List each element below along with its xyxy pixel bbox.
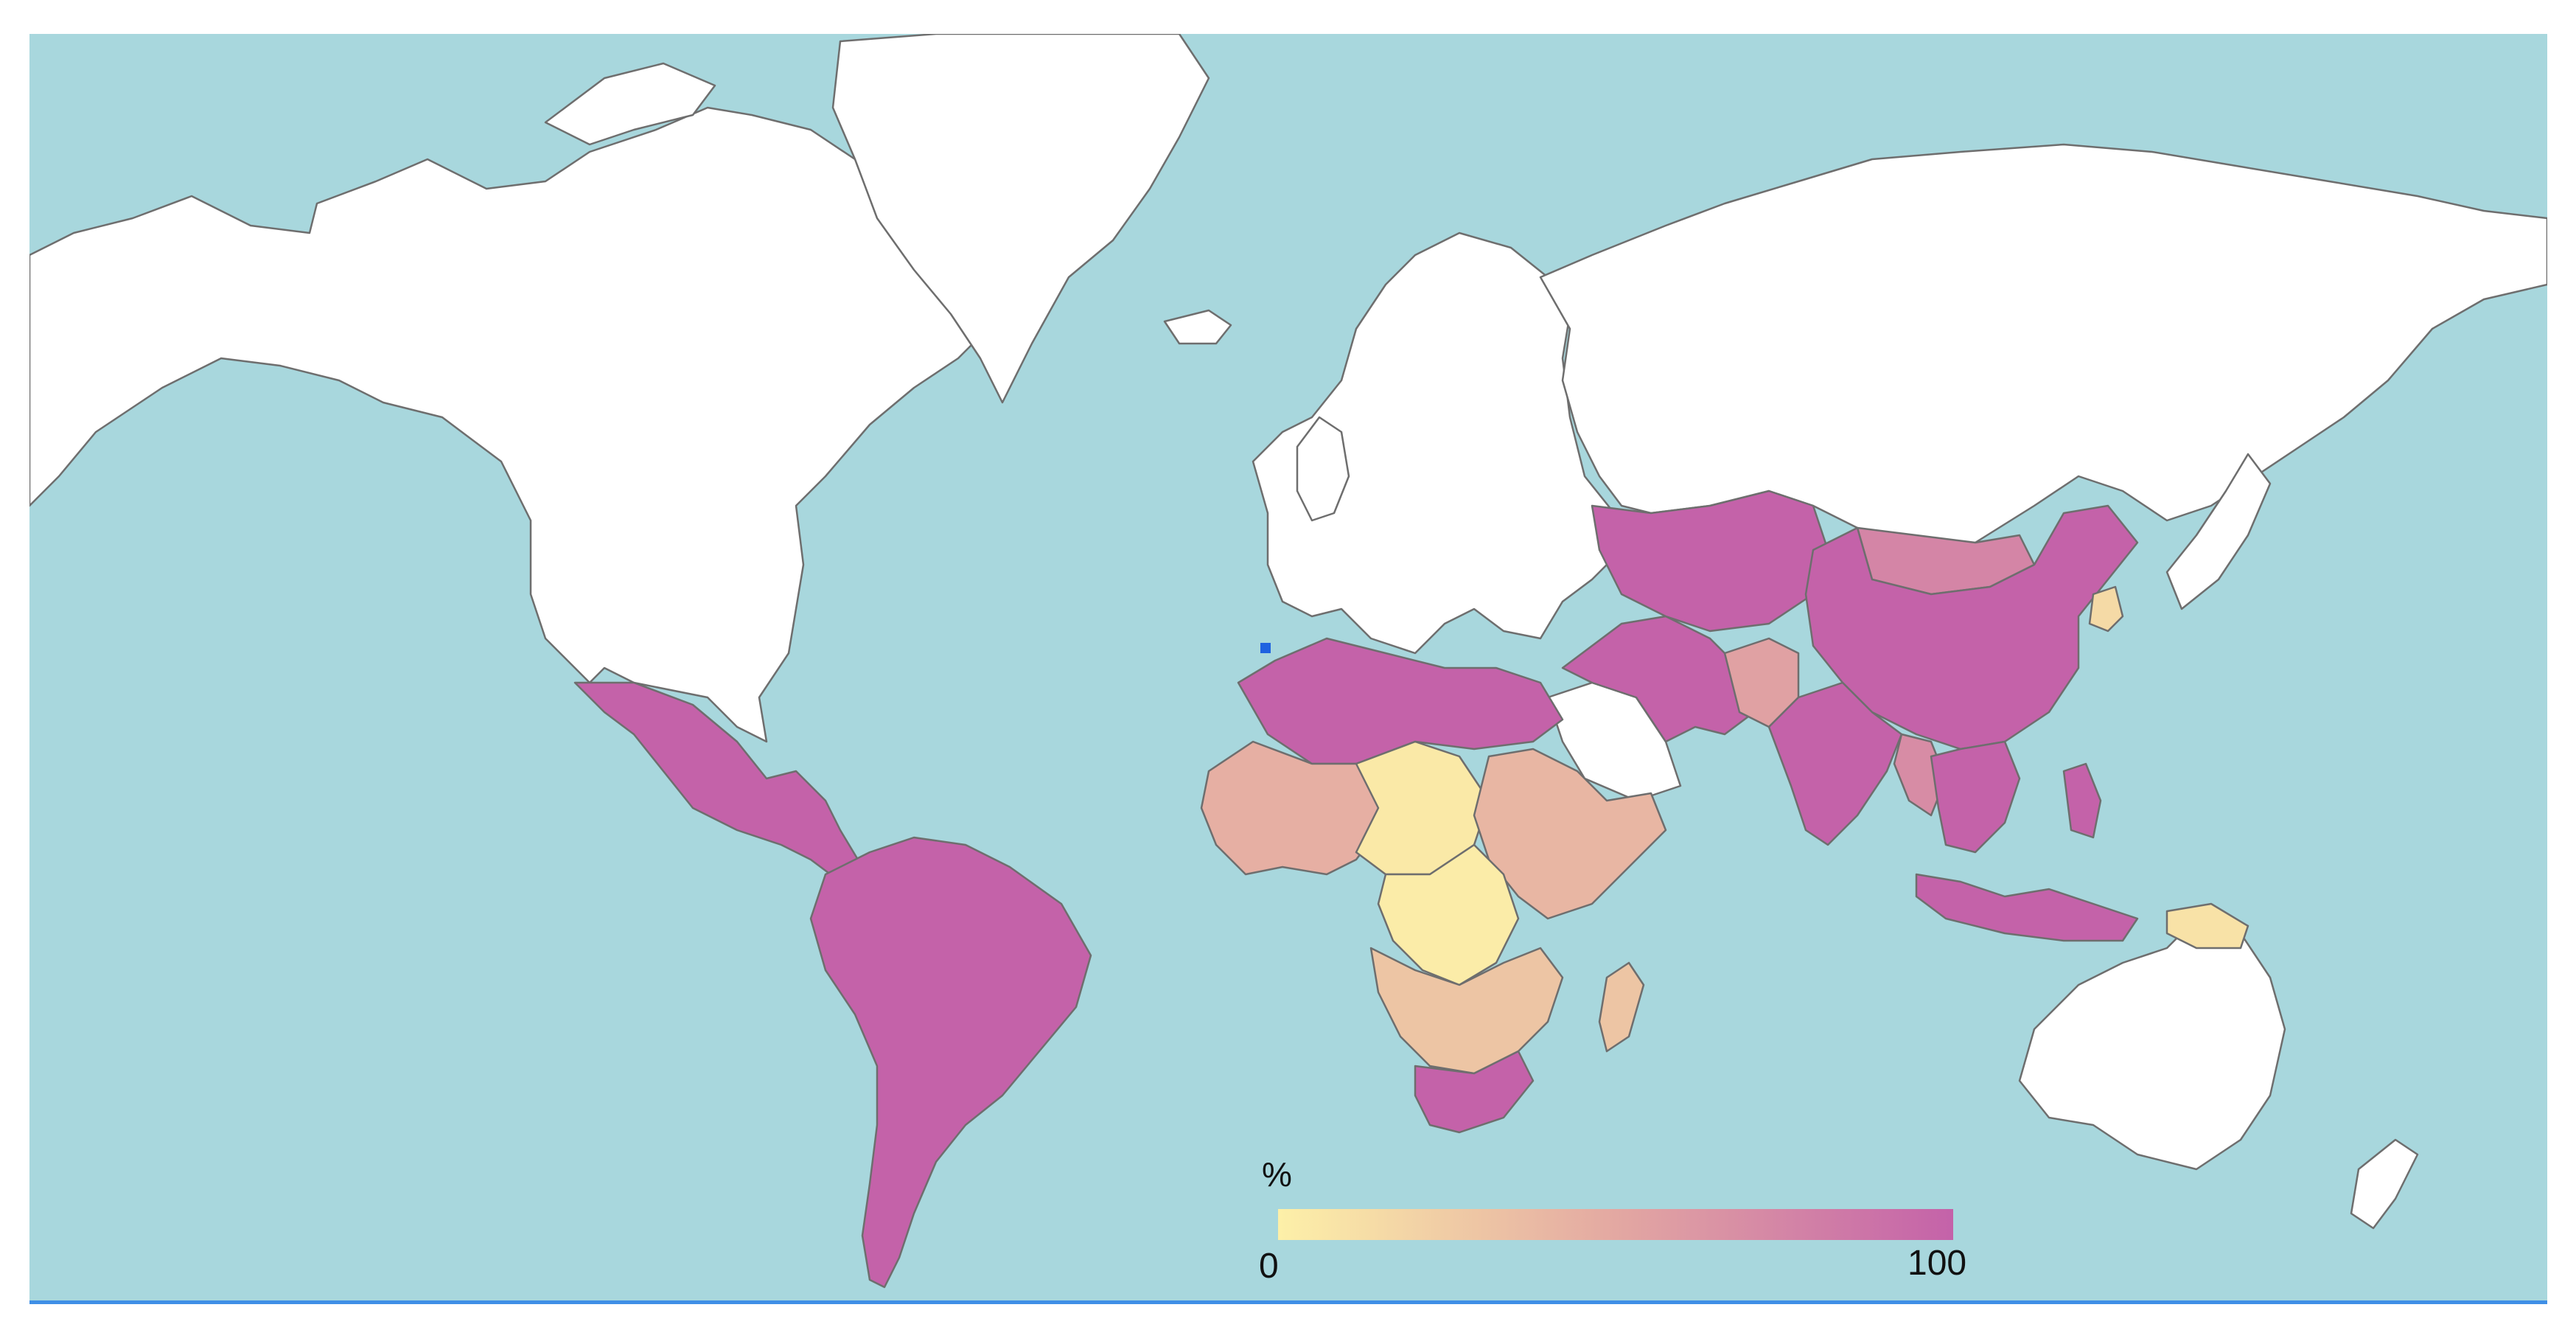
region-south-america <box>809 836 1092 1289</box>
world-map <box>29 34 2547 1302</box>
region-south-africa <box>1414 1050 1535 1134</box>
region-philippines <box>2062 762 2102 839</box>
region-new-zealand <box>2350 1138 2419 1230</box>
legend-color-scale <box>1278 1209 1953 1240</box>
region-southeast-asia <box>1930 740 2021 854</box>
region-madagascar <box>1598 961 1645 1053</box>
region-papua-new-guinea <box>2165 902 2249 950</box>
region-japan <box>2165 453 2272 610</box>
region-myanmar <box>1893 733 1947 817</box>
legend-title: % <box>1262 1155 1292 1194</box>
region-south-asia <box>1767 681 1903 846</box>
bottom-rule <box>29 1300 2547 1304</box>
region-indonesia <box>1915 873 2139 942</box>
region-west-africa <box>1200 740 1387 876</box>
region-southern-africa <box>1369 947 1564 1075</box>
region-iceland <box>1163 309 1232 345</box>
region-north-korea <box>2088 585 2124 633</box>
region-greenland <box>831 34 1210 404</box>
location-marker <box>1260 643 1271 653</box>
legend-min-label: 0 <box>1259 1247 1279 1286</box>
region-central-africa <box>1377 843 1520 986</box>
region-australia <box>2018 910 2286 1171</box>
legend-max-label: 100 <box>1907 1244 1967 1283</box>
region-north-america <box>29 106 989 743</box>
region-uk <box>1296 416 1350 522</box>
region-arctic-islands <box>544 62 716 146</box>
